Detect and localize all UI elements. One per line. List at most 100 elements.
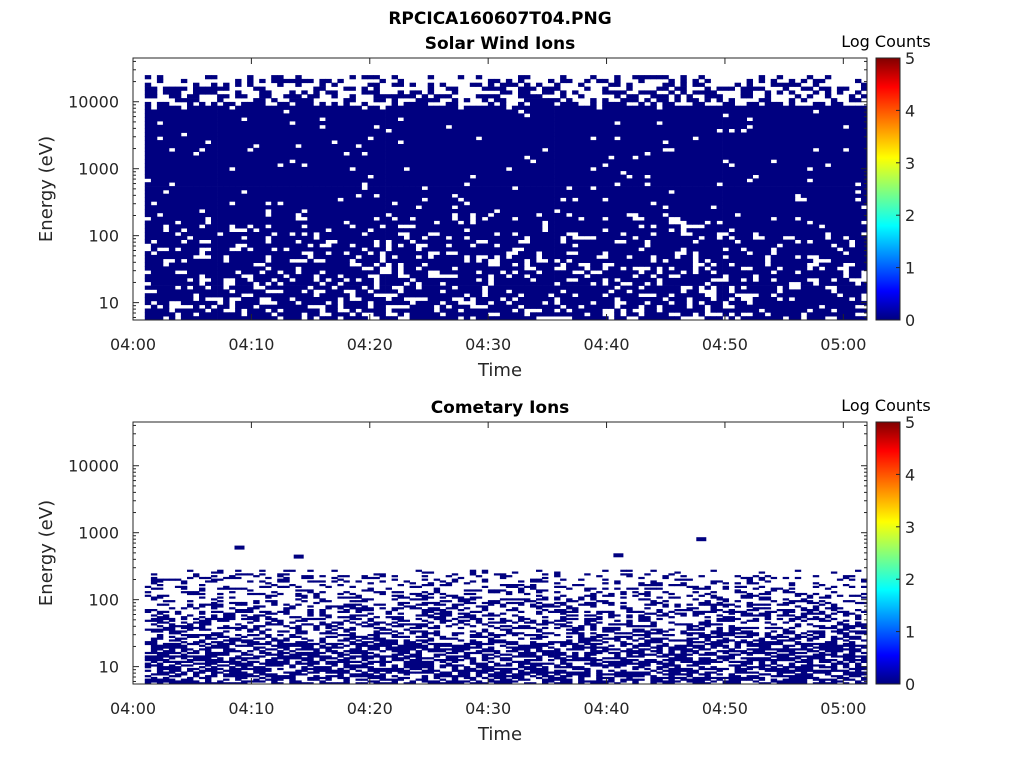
heatmap-cell (560, 155, 567, 160)
heatmap-cell (265, 270, 272, 275)
heatmap-cell (283, 113, 290, 118)
heatmap-cell (433, 124, 441, 129)
heatmap-cell (548, 258, 555, 263)
heatmap-cell (584, 304, 591, 309)
heatmap-cell (662, 254, 669, 260)
heatmap-cell (433, 277, 441, 283)
heatmap-cell (180, 78, 188, 84)
heatmap-cell (650, 277, 657, 283)
heatmap-cell (211, 205, 218, 210)
heatmap-cell (301, 189, 308, 195)
heatmap-cell (187, 170, 194, 175)
heatmap-cell (301, 101, 308, 107)
heatmap-cell (626, 228, 633, 233)
heatmap-cell (626, 308, 633, 313)
heatmap-cell (578, 109, 585, 114)
heatmap-cell (187, 205, 194, 210)
heatmap-cell (626, 220, 633, 225)
heatmap-cell (499, 193, 507, 198)
heatmap-cell (403, 105, 410, 110)
heatmap-cell (361, 201, 368, 206)
heatmap-cell (596, 262, 603, 267)
heatmap-cell (355, 224, 362, 229)
heatmap-cell (319, 201, 326, 206)
heatmap-cell (511, 174, 519, 179)
heatmap-cell (144, 293, 152, 298)
heatmap-cell (698, 178, 705, 183)
heatmap-cell (367, 201, 374, 206)
heatmap-cell (373, 197, 380, 202)
heatmap-cell (578, 285, 585, 290)
heatmap-cell (674, 159, 681, 164)
heatmap-cell (614, 78, 621, 84)
heatmap-cell (650, 285, 657, 290)
heatmap-cell (638, 78, 645, 84)
heatmap-cell (686, 159, 693, 164)
heatmap-cell (475, 163, 483, 168)
heatmap-cell (205, 90, 212, 95)
heatmap-cell (656, 140, 663, 145)
heatmap-cell (548, 178, 555, 183)
heatmap-cell (644, 178, 651, 183)
heatmap-cell (572, 220, 579, 225)
heatmap-cell (379, 300, 386, 306)
heatmap-cell (704, 124, 711, 129)
heatmap-cell (409, 82, 416, 87)
heatmap-cell (457, 258, 465, 263)
heatmap-cell (602, 220, 609, 225)
heatmap-cell (409, 105, 416, 110)
heatmap-cell (343, 128, 350, 133)
heatmap-cell (469, 197, 477, 202)
heatmap-cell (614, 247, 621, 252)
heatmap-cell (542, 212, 549, 218)
heatmap-cell (499, 159, 507, 164)
heatmap-cell (193, 105, 200, 110)
heatmap-cell (439, 197, 447, 202)
heatmap-cell (433, 197, 441, 202)
heatmap-cell (481, 166, 489, 172)
heatmap-cell (355, 243, 362, 248)
heatmap-cell (602, 201, 609, 206)
heatmap-cell (493, 281, 501, 286)
heatmap-cell (229, 136, 236, 141)
heatmap-cell (289, 151, 296, 156)
heatmap-cell (530, 243, 537, 248)
heatmap-cell (451, 262, 459, 267)
heatmap-cell (283, 262, 290, 267)
heatmap-cell (439, 189, 447, 195)
heatmap-cell (349, 163, 356, 168)
heatmap-cell (223, 251, 230, 256)
heatmap-cell (530, 94, 537, 99)
heatmap-cell (680, 170, 687, 175)
heatmap-cell (247, 151, 254, 156)
heatmap-cell (325, 220, 332, 225)
heatmap-cell (632, 281, 639, 286)
heatmap-cell (596, 224, 603, 229)
heatmap-cell (499, 128, 507, 133)
heatmap-cell (289, 155, 296, 160)
heatmap-cell (331, 101, 338, 107)
heatmap-cell (674, 128, 681, 133)
heatmap-cell (602, 144, 609, 149)
heatmap-cell (572, 247, 579, 252)
heatmap-cell (241, 178, 248, 183)
heatmap-cell (361, 101, 368, 107)
heatmap-cell (487, 239, 495, 244)
heatmap-cells (144, 75, 868, 321)
heatmap-cell (475, 159, 483, 164)
heatmap-cell (168, 117, 176, 122)
heatmap-cell (211, 113, 218, 118)
heatmap-cell (548, 239, 555, 244)
heatmap-cell (223, 266, 230, 271)
heatmap-cell (277, 124, 284, 129)
heatmap-cell (156, 189, 164, 195)
heatmap-cell (409, 109, 416, 114)
heatmap-cell (144, 266, 152, 271)
heatmap-cell (415, 124, 422, 129)
heatmap-cell (271, 174, 278, 179)
heatmap-cell (265, 144, 272, 149)
heatmap-cell (487, 151, 495, 156)
heatmap-cell (632, 75, 639, 80)
heatmap-cell (463, 140, 471, 145)
heatmap-cell (283, 178, 290, 183)
